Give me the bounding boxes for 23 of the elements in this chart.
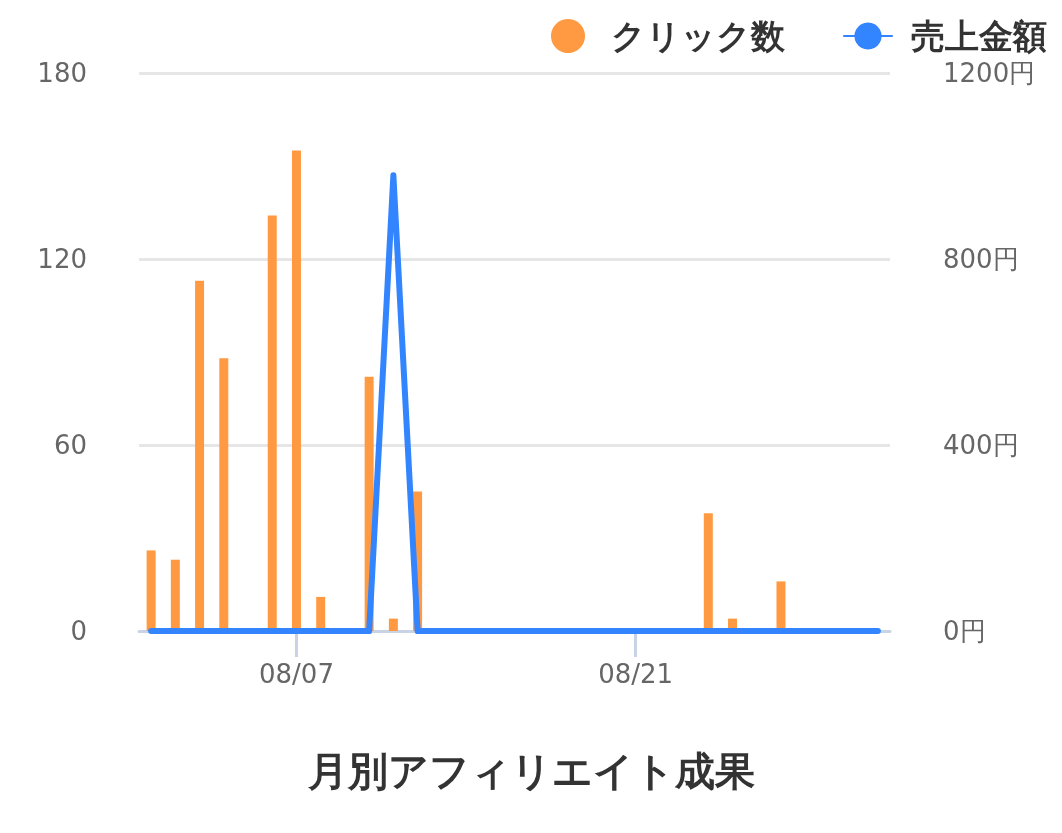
bar (291, 150, 301, 631)
legend-label: 売上金額 (911, 16, 1047, 56)
y2-tick-label: 800円 (943, 244, 1019, 274)
bar (703, 513, 713, 631)
y2-tick-label: 0円 (943, 616, 986, 646)
y-tick-label: 180 (37, 58, 87, 88)
bar (219, 358, 229, 631)
y-tick-label: 0 (70, 616, 87, 646)
legend-label: クリック数 (611, 16, 786, 56)
bar (316, 596, 326, 631)
bar (146, 550, 156, 631)
bar (195, 280, 205, 631)
x-tick-label: 08/07 (259, 659, 334, 689)
bar (170, 559, 180, 631)
y-tick-label: 120 (37, 244, 87, 274)
y-tick-label: 60 (53, 430, 87, 460)
bar (267, 215, 277, 631)
bar (776, 581, 786, 631)
text: 月別アフィリエイト成果 (306, 748, 755, 794)
y2-tick-label: 400円 (943, 430, 1019, 460)
bar (388, 618, 398, 631)
y2-tick-label: 1200円 (943, 58, 1036, 88)
x-tick-label: 08/21 (598, 659, 674, 689)
